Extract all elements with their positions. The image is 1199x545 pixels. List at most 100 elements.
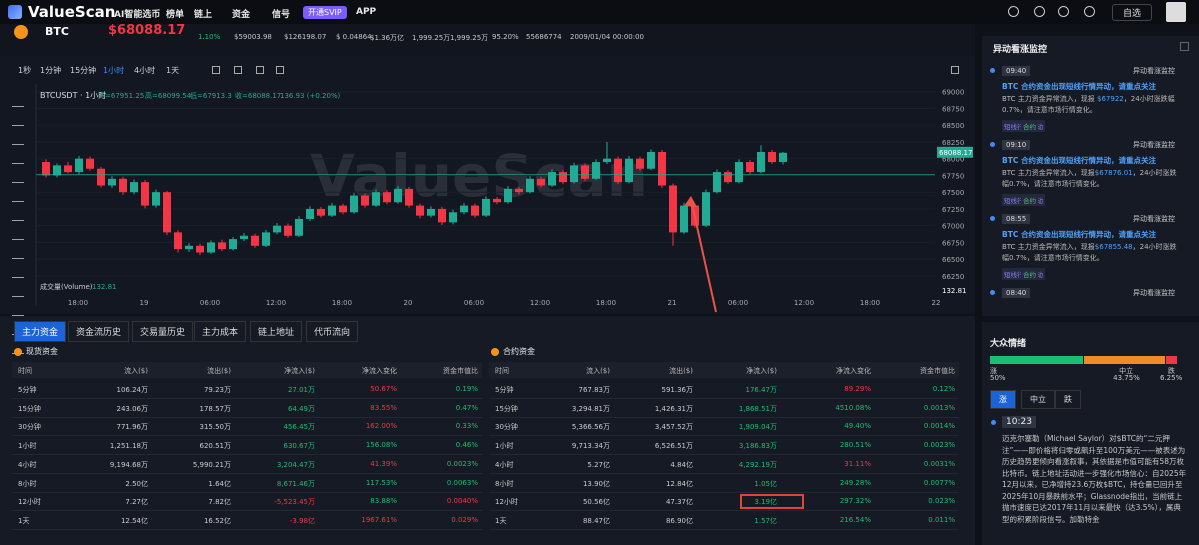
drawing-tool[interactable] (12, 248, 24, 259)
nav-item[interactable]: 榜单 (166, 10, 185, 20)
drawing-tool[interactable] (12, 267, 24, 278)
sentiment-value: 43.75% (1113, 374, 1140, 382)
table-header: 流出($) (669, 367, 693, 375)
interval-button[interactable]: 15分钟 (70, 66, 97, 75)
tab[interactable]: 资金流历史 (68, 321, 130, 342)
ticker-stat: $1.36万亿 (370, 34, 405, 42)
last-price-tag: 68088.17 (939, 149, 972, 157)
logo-text[interactable]: ValueScan (28, 3, 116, 21)
ticker-stat: $59003.98 (234, 33, 272, 41)
candle-body (372, 192, 380, 206)
table-cell: 8小时 (495, 479, 514, 488)
ticker-bar (0, 24, 975, 56)
table-cell: 1.64亿 (208, 479, 231, 488)
card-text: BTC 主力资金异常流入，现报 (1002, 95, 1098, 103)
tab[interactable]: 交易量历史 (132, 321, 194, 342)
drawing-tool[interactable] (12, 210, 24, 221)
interval-button[interactable]: 1天 (166, 66, 180, 75)
table-cell: 1天 (18, 516, 30, 525)
drawing-tool[interactable] (12, 229, 24, 240)
ticker-stat: 55686774 (526, 33, 562, 41)
candle-body (229, 239, 237, 250)
toolbar-icon[interactable] (256, 66, 264, 74)
drawing-tool[interactable] (12, 172, 24, 183)
table-cell: 64.49万 (287, 404, 315, 413)
tab[interactable]: 代币流向 (306, 321, 359, 342)
vip-button[interactable]: 开通SVIP (303, 6, 347, 19)
drawing-tool[interactable] (12, 134, 24, 145)
fullscreen-icon[interactable] (951, 66, 959, 74)
table-cell: 249.28% (839, 478, 871, 487)
tab[interactable]: 链上地址 (250, 321, 303, 342)
watchlist-button[interactable]: 自选 (1112, 4, 1153, 21)
symbol: BTC (45, 25, 69, 38)
candle-body (614, 158, 622, 183)
candle-body (207, 242, 215, 253)
drawing-tool[interactable] (12, 153, 24, 164)
table-cell: 3,204.47万 (276, 460, 315, 469)
nav-icon[interactable] (1058, 6, 1069, 17)
candle-body (647, 151, 655, 169)
table-cell: 620.51万 (199, 442, 232, 451)
tab[interactable]: 主力资金 (14, 321, 67, 342)
drawing-tool[interactable] (12, 305, 24, 316)
nav-item[interactable]: 信号 (272, 10, 291, 20)
drawing-tool[interactable] (12, 96, 24, 107)
drawing-tool[interactable] (12, 115, 24, 126)
candle-body (284, 225, 292, 236)
table-cell: -5,523.45万 (274, 498, 315, 507)
drawing-tool[interactable] (12, 191, 24, 202)
table-header: 资金市值比 (920, 367, 955, 375)
candle-body (328, 205, 336, 216)
candle-body (394, 188, 402, 203)
candle-body (262, 232, 270, 246)
news-time: 10:23 (1002, 416, 1036, 428)
row-divider (489, 491, 959, 493)
drawing-tool[interactable] (12, 286, 24, 297)
interval-button[interactable]: 4小时 (134, 66, 156, 75)
nav-icon[interactable] (1084, 6, 1095, 17)
x-tick-label: 18:00 (596, 299, 616, 307)
candle-body (603, 158, 611, 163)
interval-button[interactable]: 1小时 (103, 66, 125, 75)
table-cell: 3,294.81万 (571, 404, 610, 413)
toolbar-icon[interactable] (212, 66, 220, 74)
filter-tab[interactable]: 涨 (990, 390, 1016, 409)
close-icon[interactable] (1180, 42, 1189, 51)
interval-button[interactable]: 1分钟 (40, 66, 62, 75)
nav-item[interactable]: AI智能选币 (114, 10, 161, 20)
nav-item[interactable]: 链上 (194, 10, 213, 20)
row-divider (489, 398, 959, 399)
nav-icon[interactable] (1008, 6, 1019, 17)
tab[interactable]: 主力成本 (194, 321, 247, 342)
card-tag: 异动看涨监控 (1133, 141, 1175, 149)
interval-button[interactable]: 1秒 (18, 66, 32, 75)
table-cell: 30分钟 (18, 423, 41, 432)
filter-tab[interactable]: 跌 (1055, 390, 1081, 409)
navbar (0, 0, 1199, 24)
table-header: 流入($) (124, 367, 148, 375)
filter-tab[interactable]: 中立 (1021, 390, 1055, 409)
ticker-stat: 2009/01/04 00:00:00 (570, 33, 645, 41)
timeline-dot (990, 142, 995, 147)
card-title: BTC 合约资金出现短线行情异动，请重点关注 (1002, 230, 1156, 239)
row-divider (12, 528, 482, 530)
nav-item[interactable]: APP (356, 7, 377, 17)
y-tick-label: 67750 (942, 172, 964, 180)
candle-body (702, 192, 710, 226)
toolbar-icon[interactable] (276, 66, 284, 74)
candle-body (339, 205, 347, 213)
nav-item[interactable]: 资金 (232, 10, 251, 20)
toolbar-icon[interactable] (234, 66, 242, 74)
table-cell: 1天 (495, 516, 507, 525)
row-divider (489, 510, 959, 512)
x-tick-label: 19 (140, 299, 149, 307)
candle-body (53, 165, 61, 176)
table-cell: 83.88% (370, 497, 397, 506)
table-cell: 176.47万 (745, 386, 778, 394)
panel-title: 大众情绪 (990, 339, 1027, 349)
candle-body (405, 188, 413, 206)
avatar[interactable] (1166, 2, 1186, 22)
nav-icon[interactable] (1034, 6, 1045, 17)
